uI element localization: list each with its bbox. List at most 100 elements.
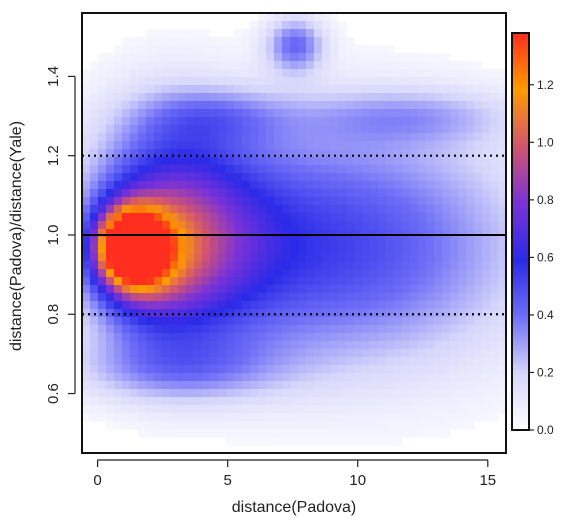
density-cell bbox=[314, 61, 323, 70]
density-cell bbox=[442, 205, 451, 214]
density-cell bbox=[114, 341, 123, 350]
density-cell bbox=[370, 181, 379, 190]
density-cell bbox=[226, 229, 235, 238]
density-cell bbox=[122, 61, 131, 70]
density-cell bbox=[250, 365, 259, 374]
density-cell bbox=[402, 157, 411, 166]
density-cell bbox=[330, 341, 339, 350]
density-cell bbox=[154, 61, 163, 70]
density-cell bbox=[290, 165, 299, 174]
density-cell bbox=[210, 37, 219, 46]
density-cell bbox=[146, 277, 155, 286]
density-cell bbox=[442, 117, 451, 126]
density-cell bbox=[106, 389, 115, 398]
density-cell bbox=[282, 269, 291, 278]
density-cell bbox=[258, 317, 267, 326]
density-cell bbox=[162, 197, 171, 206]
density-cell bbox=[202, 381, 211, 390]
density-cell bbox=[426, 157, 435, 166]
density-cell bbox=[242, 429, 251, 438]
density-cell bbox=[362, 317, 371, 326]
density-cell bbox=[186, 269, 195, 278]
density-cell bbox=[218, 157, 227, 166]
density-cell bbox=[434, 77, 443, 86]
density-cell bbox=[426, 389, 435, 398]
density-cell bbox=[346, 221, 355, 230]
density-cell bbox=[242, 357, 251, 366]
density-cell bbox=[490, 237, 499, 246]
density-cell bbox=[442, 301, 451, 310]
density-cell bbox=[106, 421, 115, 430]
density-cell bbox=[410, 189, 419, 198]
density-cell bbox=[266, 93, 275, 102]
density-cell bbox=[426, 213, 435, 222]
density-cell bbox=[314, 213, 323, 222]
density-cell bbox=[362, 261, 371, 270]
density-cell bbox=[202, 197, 211, 206]
density-cell bbox=[442, 141, 451, 150]
density-cell bbox=[298, 221, 307, 230]
density-cell bbox=[170, 93, 179, 102]
density-cell bbox=[194, 413, 203, 422]
density-cell bbox=[250, 421, 259, 430]
density-cell bbox=[162, 341, 171, 350]
density-cell bbox=[426, 397, 435, 406]
density-cell bbox=[266, 373, 275, 382]
density-cell bbox=[410, 277, 419, 286]
density-cell bbox=[258, 301, 267, 310]
density-cell bbox=[226, 413, 235, 422]
density-cell bbox=[402, 333, 411, 342]
density-cell bbox=[282, 53, 291, 62]
density-cell bbox=[226, 101, 235, 110]
density-cell bbox=[290, 125, 299, 134]
density-cell bbox=[458, 109, 467, 118]
density-cell bbox=[202, 173, 211, 182]
density-cell bbox=[162, 325, 171, 334]
density-cell bbox=[90, 213, 99, 222]
density-cell bbox=[138, 101, 147, 110]
density-cell bbox=[442, 157, 451, 166]
density-cell bbox=[370, 381, 379, 390]
density-cell bbox=[114, 269, 123, 278]
density-cell bbox=[226, 397, 235, 406]
density-cell bbox=[410, 77, 419, 86]
density-cell bbox=[266, 237, 275, 246]
density-cell bbox=[426, 229, 435, 238]
density-cell bbox=[202, 189, 211, 198]
density-cell bbox=[322, 205, 331, 214]
density-cell bbox=[186, 389, 195, 398]
density-cell bbox=[106, 213, 115, 222]
density-cell bbox=[162, 69, 171, 78]
density-cell bbox=[90, 109, 99, 118]
density-cell bbox=[306, 197, 315, 206]
density-cell bbox=[490, 309, 499, 318]
density-cell bbox=[346, 101, 355, 110]
density-cell bbox=[330, 13, 339, 22]
density-cell bbox=[242, 61, 251, 70]
density-cell bbox=[114, 221, 123, 230]
density-cell bbox=[434, 149, 443, 158]
density-cell bbox=[178, 165, 187, 174]
density-cell bbox=[146, 381, 155, 390]
density-cell bbox=[226, 261, 235, 270]
density-cell bbox=[330, 165, 339, 174]
density-cell bbox=[202, 237, 211, 246]
density-cell bbox=[226, 429, 235, 438]
density-cell bbox=[82, 69, 91, 78]
density-cell bbox=[498, 149, 506, 158]
density-cell bbox=[322, 333, 331, 342]
density-cell bbox=[306, 181, 315, 190]
density-cell bbox=[466, 181, 475, 190]
density-cell bbox=[122, 205, 131, 214]
density-cell bbox=[330, 349, 339, 358]
density-cell bbox=[354, 301, 363, 310]
density-cell bbox=[418, 173, 427, 182]
density-cell bbox=[458, 149, 467, 158]
density-cell bbox=[186, 213, 195, 222]
density-cell bbox=[234, 245, 243, 254]
density-cell bbox=[194, 149, 203, 158]
density-cell bbox=[90, 333, 99, 342]
density-cell bbox=[138, 269, 147, 278]
density-cell bbox=[346, 77, 355, 86]
density-cell bbox=[386, 293, 395, 302]
